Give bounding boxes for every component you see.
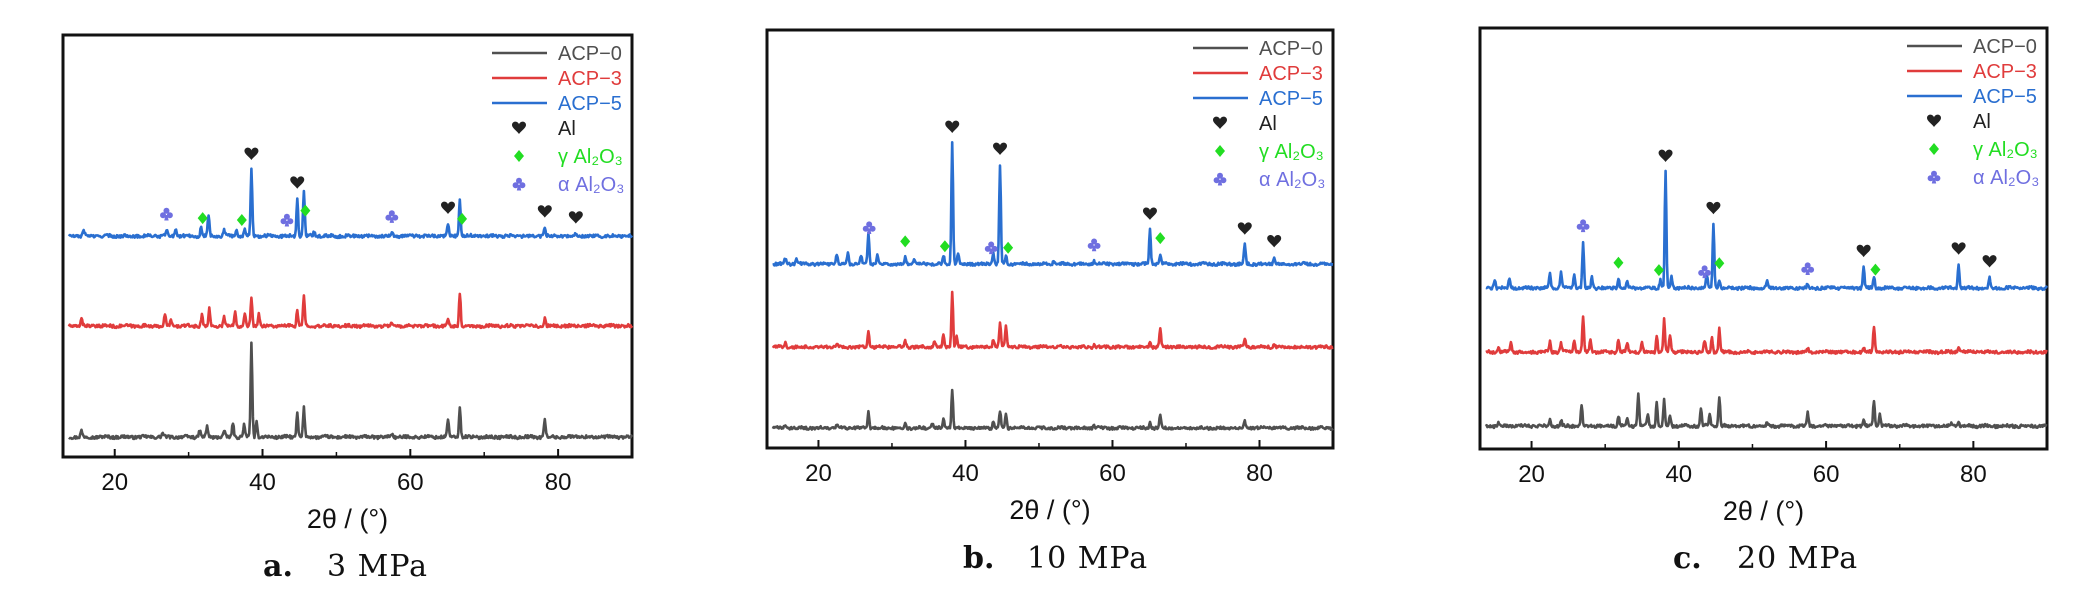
heart-marker-icon <box>1142 207 1157 220</box>
series-line-acp-0 <box>1484 392 2048 430</box>
club-marker-icon <box>385 210 399 223</box>
heart-marker-icon <box>1856 244 1871 258</box>
club-marker-icon <box>160 207 173 221</box>
series-line-acp-3 <box>67 292 634 330</box>
x-tick-label: 60 <box>1813 461 1840 488</box>
legend-club-icon <box>512 177 526 191</box>
diamond-marker-icon <box>1613 256 1624 269</box>
x-axis-title: 2θ / (°) <box>1009 495 1090 525</box>
diamond-marker-icon <box>1155 232 1166 245</box>
series-line-acp-0 <box>68 341 634 441</box>
xrd-panel-c: 20 40 60 80 2θ / (°) ACP−0 ACP−3 ACP−5 Al γ Al₂O₃… <box>1478 26 2049 576</box>
heart-marker-icon <box>440 201 455 214</box>
legend-club-icon <box>1213 172 1227 186</box>
diamond-marker-icon <box>236 213 247 226</box>
legend-label: γ Al₂O₃ <box>1973 139 2038 161</box>
club-marker-icon <box>280 213 294 227</box>
club-marker-icon <box>862 221 876 235</box>
heart-marker-icon <box>537 205 552 218</box>
heart-marker-icon <box>1706 201 1721 215</box>
x-tick-label: 40 <box>952 460 979 487</box>
heart-marker-icon <box>945 120 960 133</box>
legend-label: ACP−0 <box>1973 36 2037 58</box>
legend-label: γ Al₂O₃ <box>558 146 623 168</box>
legend-label: α Al₂O₃ <box>1259 169 1325 191</box>
legend-club-icon <box>1927 170 1941 184</box>
x-tick-label: 20 <box>805 460 832 487</box>
panel-caption-letter: a. <box>263 549 293 584</box>
panel-caption-letter: b. <box>963 541 994 576</box>
heart-marker-icon <box>993 142 1008 155</box>
series-line-acp-5 <box>772 141 1334 268</box>
plot-frame <box>1478 26 2049 451</box>
legend-label: Al <box>1973 111 1991 133</box>
legend-heart-icon <box>1213 116 1227 129</box>
x-tick-label: 20 <box>1518 461 1545 488</box>
club-marker-icon <box>1801 262 1815 276</box>
series-line-acp-3 <box>1485 315 2048 356</box>
legend-label: ACP−3 <box>1973 61 2037 83</box>
legend-label: Al <box>1259 113 1277 135</box>
diamond-marker-icon <box>939 240 950 253</box>
diamond-marker-icon <box>197 212 208 225</box>
plot-frame <box>765 28 1335 450</box>
x-tick-label: 20 <box>101 469 128 496</box>
legend-label: ACP−3 <box>1259 63 1323 85</box>
series-line-acp-0 <box>771 388 1334 432</box>
panels-layer: 20 40 60 80 2θ / (°) ACP−0 ACP−3 ACP−5 Al γ Al₂O₃… <box>61 26 2049 584</box>
diamond-marker-icon <box>1870 263 1881 276</box>
x-axis-title: 2θ / (°) <box>307 504 388 534</box>
legend-label: Al <box>558 118 576 140</box>
series-line-acp-5 <box>67 167 634 240</box>
x-tick-label: 80 <box>1246 460 1273 487</box>
heart-marker-icon <box>1237 222 1252 235</box>
heart-marker-icon <box>1267 235 1282 248</box>
x-tick-label: 80 <box>545 469 572 496</box>
club-marker-icon <box>1087 238 1101 252</box>
x-tick-label: 80 <box>1960 461 1987 488</box>
legend-label: ACP−3 <box>558 68 622 90</box>
x-tick-label: 60 <box>397 469 424 496</box>
plot-frame <box>61 33 634 459</box>
legend-label: ACP−0 <box>558 43 622 65</box>
legend-label: ACP−5 <box>1259 88 1323 110</box>
diamond-marker-icon <box>1003 241 1014 254</box>
legend-heart-icon <box>1927 114 1941 127</box>
legend-heart-icon <box>512 121 526 134</box>
diamond-marker-icon <box>900 235 911 248</box>
legend-label: α Al₂O₃ <box>1973 167 2039 189</box>
legend-diamond-icon <box>1929 143 1939 155</box>
panel-caption-text: 3 MPa <box>327 549 428 584</box>
heart-marker-icon <box>1658 149 1673 162</box>
x-axis-title: 2θ / (°) <box>1723 496 1804 526</box>
x-tick-label: 60 <box>1099 460 1126 487</box>
series-line-acp-5 <box>1485 169 2049 292</box>
heart-marker-icon <box>1951 242 1966 255</box>
x-tick-label: 40 <box>1665 461 1692 488</box>
xrd-panel-b: 20 40 60 80 2θ / (°) ACP−0 ACP−3 ACP−5 Al γ Al₂O₃… <box>765 28 1335 576</box>
heart-marker-icon <box>290 176 305 189</box>
legend-label: ACP−5 <box>1973 86 2037 108</box>
x-tick-label: 40 <box>249 469 276 496</box>
club-marker-icon <box>1576 219 1590 233</box>
panel-caption-text: 10 MPa <box>1027 541 1148 576</box>
legend-diamond-icon <box>1215 145 1225 157</box>
xrd-panel-a: 20 40 60 80 2θ / (°) ACP−0 ACP−3 ACP−5 Al γ Al₂O₃… <box>61 33 634 584</box>
panel-caption-letter: c. <box>1673 541 1702 576</box>
legend-label: ACP−0 <box>1259 38 1323 60</box>
legend-label: γ Al₂O₃ <box>1259 141 1324 163</box>
club-marker-icon <box>1698 265 1711 279</box>
diamond-marker-icon <box>1653 264 1664 277</box>
heart-marker-icon <box>1982 255 1997 268</box>
club-marker-icon <box>984 241 998 255</box>
heart-marker-icon <box>244 147 259 160</box>
legend-label: ACP−5 <box>558 93 622 115</box>
heart-marker-icon <box>568 211 583 224</box>
panel-caption-text: 20 MPa <box>1737 541 1858 576</box>
series-line-acp-3 <box>771 290 1334 350</box>
legend-diamond-icon <box>514 150 524 162</box>
legend-label: α Al₂O₃ <box>558 174 624 196</box>
